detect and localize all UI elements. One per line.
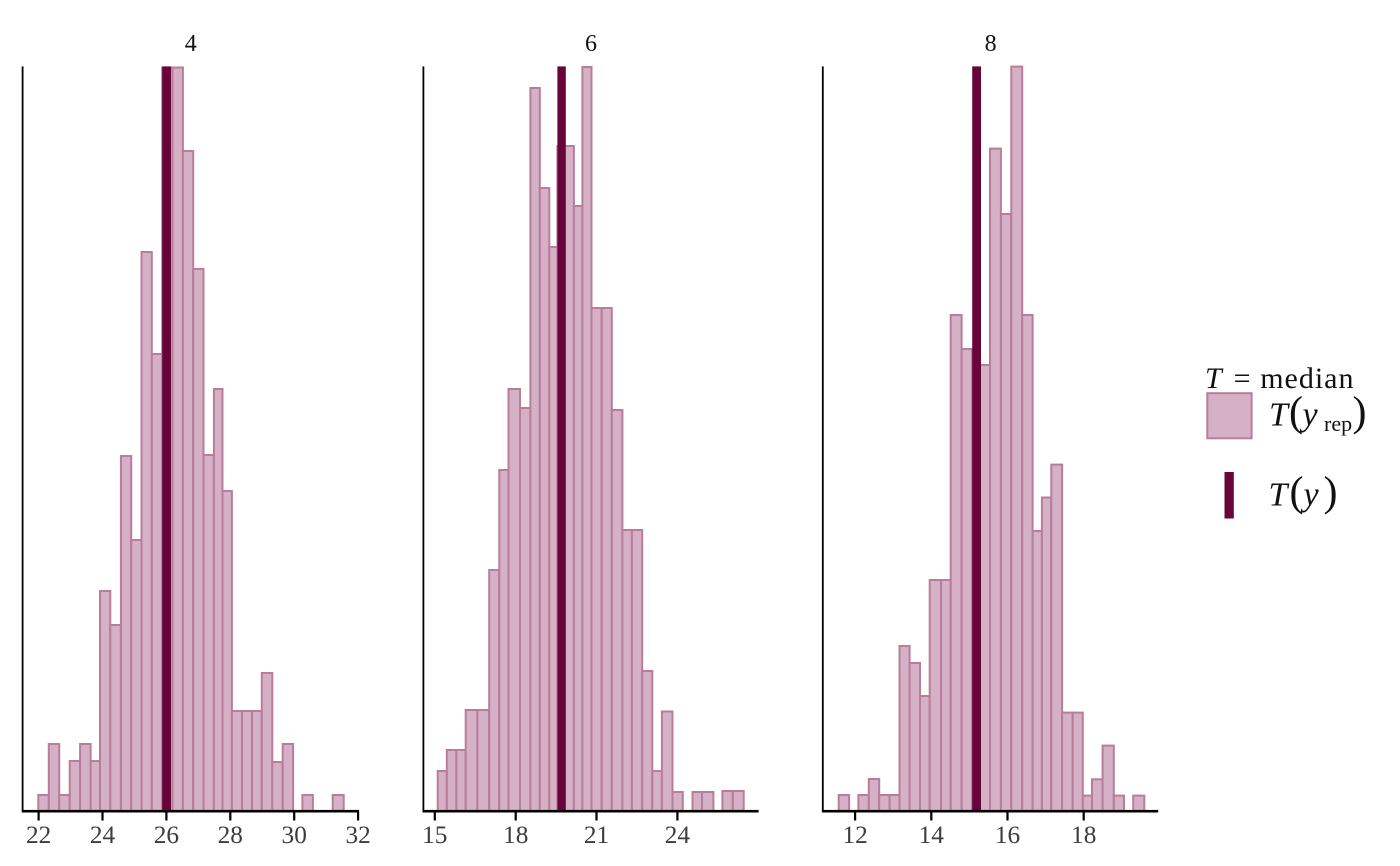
svg-text:12: 12	[842, 821, 867, 849]
svg-text:(: (	[1289, 390, 1303, 436]
svg-text:24: 24	[665, 821, 691, 849]
svg-text:26: 26	[154, 821, 179, 849]
svg-text:8: 8	[985, 31, 997, 57]
svg-text:14: 14	[919, 821, 945, 849]
svg-text:y: y	[1301, 477, 1320, 514]
svg-text:15: 15	[422, 821, 447, 849]
svg-text:4: 4	[185, 31, 197, 57]
svg-text:): )	[1353, 390, 1367, 436]
svg-text:): )	[1324, 470, 1338, 516]
svg-text:30: 30	[282, 821, 307, 849]
svg-text:median: median	[1260, 362, 1354, 395]
svg-text:T: T	[1269, 397, 1290, 434]
svg-text:21: 21	[584, 821, 609, 849]
svg-text:32: 32	[345, 821, 370, 849]
svg-text:18: 18	[1071, 821, 1096, 849]
svg-text:rep: rep	[1324, 411, 1352, 436]
svg-text:=: =	[1234, 362, 1251, 395]
svg-text:y: y	[1300, 397, 1319, 434]
svg-text:T: T	[1269, 477, 1290, 514]
svg-text:6: 6	[585, 31, 597, 57]
svg-text:(: (	[1290, 470, 1304, 516]
svg-text:16: 16	[995, 821, 1020, 849]
svg-text:22: 22	[26, 821, 51, 849]
svg-text:T: T	[1205, 362, 1224, 395]
svg-text:24: 24	[90, 821, 116, 849]
svg-text:18: 18	[503, 821, 528, 849]
svg-text:28: 28	[218, 821, 243, 849]
